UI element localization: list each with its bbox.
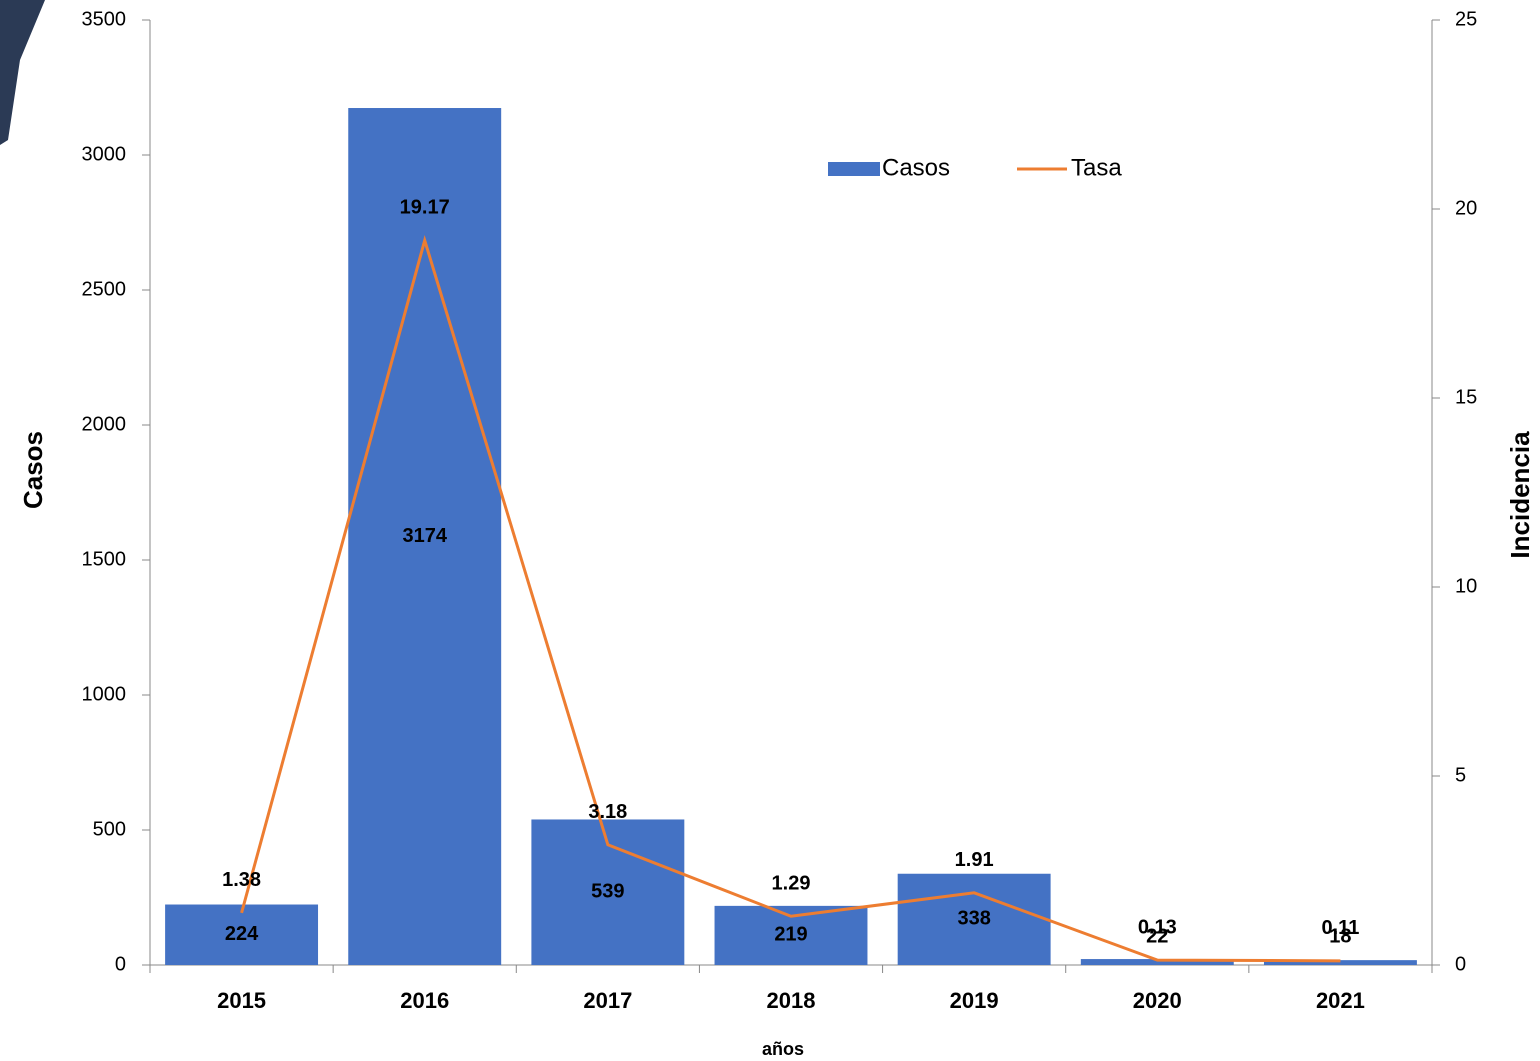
x-tick-label: 2021 — [1316, 988, 1365, 1013]
legend-label: Casos — [882, 154, 950, 181]
x-tick-label: 2018 — [767, 988, 816, 1013]
y2-tick-label: 25 — [1455, 8, 1477, 30]
y-tick-label: 0 — [115, 953, 126, 975]
y-tick-label: 500 — [93, 818, 126, 840]
bar — [348, 108, 502, 965]
bar-value-label: 22 — [1146, 925, 1168, 947]
y2-tick-label: 10 — [1455, 575, 1477, 597]
line-value-label: 19.17 — [400, 197, 450, 219]
x-axis-title: años — [762, 1039, 804, 1059]
x-tick-label: 2019 — [950, 988, 999, 1013]
y2-tick-label: 5 — [1455, 764, 1466, 786]
y2-tick-label: 0 — [1455, 953, 1466, 975]
bar-value-label: 219 — [774, 924, 807, 946]
line-value-label: 1.91 — [955, 849, 994, 871]
y-tick-label: 2500 — [82, 278, 127, 300]
bar-value-label: 338 — [957, 908, 990, 930]
bar — [1263, 960, 1417, 965]
line-value-label: 0.11 — [1322, 917, 1360, 939]
x-tick-label: 2020 — [1133, 988, 1182, 1013]
y-tick-label: 2000 — [82, 413, 127, 435]
y-tick-label: 1500 — [82, 548, 127, 570]
bar — [897, 873, 1051, 965]
bar — [165, 904, 319, 965]
line — [240, 234, 1341, 963]
bar-value-label: 18 — [1329, 925, 1351, 947]
legend-swatch — [828, 162, 880, 176]
bar-value-label: 3174 — [402, 525, 447, 547]
y2-tick-label: 15 — [1455, 386, 1477, 408]
x-tick-label: 2017 — [583, 988, 632, 1013]
y2-axis-title: Incidencia — [1505, 431, 1535, 559]
bar-value-label: 539 — [591, 881, 624, 903]
y-axis-title: Casos — [18, 431, 48, 509]
y2-tick-label: 20 — [1455, 197, 1477, 219]
decoration — [0, 0, 45, 145]
x-tick-label: 2015 — [217, 988, 266, 1013]
line-value-label: 1.29 — [772, 873, 811, 895]
line-value-label: 0.13 — [1138, 916, 1177, 938]
bar-value-label: 224 — [225, 923, 259, 945]
bar — [1080, 959, 1234, 965]
y-tick-label: 3000 — [82, 143, 127, 165]
line-value-label: 1.38 — [222, 869, 261, 891]
line-value-label: 3.18 — [588, 801, 627, 823]
x-tick-label: 2016 — [400, 988, 449, 1013]
y-tick-label: 3500 — [82, 8, 127, 30]
legend-label: Tasa — [1071, 154, 1122, 181]
y-tick-label: 1000 — [82, 683, 127, 705]
